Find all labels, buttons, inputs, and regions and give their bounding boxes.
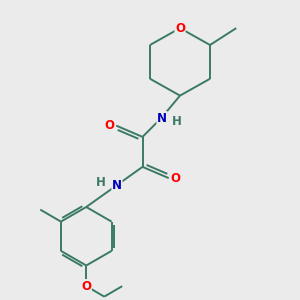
Text: O: O bbox=[175, 22, 185, 34]
Text: O: O bbox=[170, 172, 181, 184]
Text: H: H bbox=[172, 115, 182, 128]
Text: N: N bbox=[157, 112, 167, 124]
Text: O: O bbox=[81, 280, 91, 292]
Text: N: N bbox=[112, 179, 122, 192]
Text: H: H bbox=[96, 176, 105, 189]
Text: O: O bbox=[104, 119, 115, 132]
